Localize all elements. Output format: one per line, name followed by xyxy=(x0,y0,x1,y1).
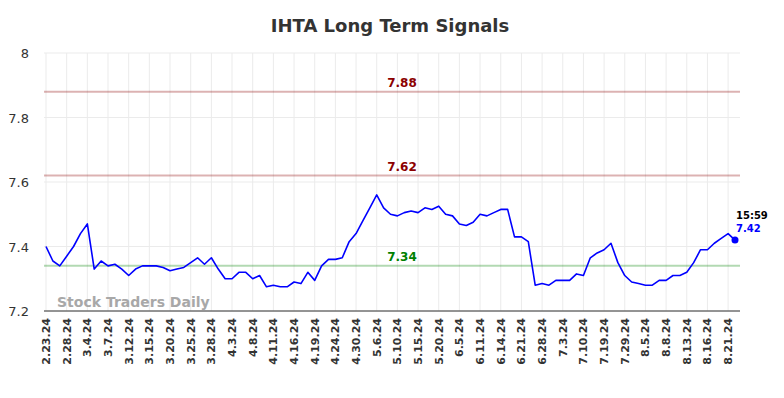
last-value-label: 7.42 xyxy=(736,223,761,234)
x-tick-label: 8.16.24 xyxy=(701,318,714,365)
plot-area xyxy=(44,92,740,287)
reference-label: 7.88 xyxy=(387,76,417,90)
x-tick-label: 8.13.24 xyxy=(681,318,694,365)
time-label: 15:59 xyxy=(736,210,768,221)
x-tick-label: 8.5.24 xyxy=(639,318,652,357)
watermark: Stock Traders Daily xyxy=(57,294,210,310)
x-tick-label: 7.19.24 xyxy=(598,318,611,365)
x-tick-label: 3.25.24 xyxy=(185,318,198,365)
x-tick-label: 7.10.24 xyxy=(577,318,590,365)
x-tick-label: 4.24.24 xyxy=(329,318,342,365)
x-tick-label: 6.21.24 xyxy=(515,318,528,365)
x-tick-label: 4.11.24 xyxy=(267,318,280,365)
x-tick-label: 6.28.24 xyxy=(536,318,549,365)
x-tick-label: 4.8.24 xyxy=(247,318,260,357)
x-tick-label: 2.23.24 xyxy=(40,318,53,365)
x-tick-label: 6.11.24 xyxy=(474,318,487,365)
x-tick-label: 5.15.24 xyxy=(412,318,425,365)
grid-line xyxy=(44,117,740,118)
grid-line xyxy=(44,53,740,54)
x-tick-label: 5.20.24 xyxy=(433,318,446,365)
reference-label: 7.62 xyxy=(387,160,417,174)
x-axis xyxy=(44,311,740,312)
x-tick-label: 6.14.24 xyxy=(495,318,508,365)
x-tick-label: 7.29.24 xyxy=(619,318,632,365)
grid-line xyxy=(44,311,740,312)
y-tick-label: 7.4 xyxy=(8,240,29,255)
title: IHTA Long Term Signals xyxy=(271,15,510,36)
x-tick-label: 3.12.24 xyxy=(123,318,136,365)
x-tick-label: 3.7.24 xyxy=(102,318,115,357)
x-tick-label: 8.8.24 xyxy=(660,318,673,357)
y-tick-label: 7.8 xyxy=(8,111,29,126)
x-tick-label: 3.4.24 xyxy=(81,318,94,357)
x-tick-label: 2.28.24 xyxy=(61,318,74,365)
reference-line xyxy=(44,175,740,177)
x-tick-label: 3.20.24 xyxy=(164,318,177,365)
y-tick-label: 7.2 xyxy=(8,304,29,319)
x-tick-label: 6.5.24 xyxy=(453,318,466,357)
x-tick-label: 5.6.24 xyxy=(371,318,384,357)
x-tick-label: 7.3.24 xyxy=(557,318,570,357)
x-tick-label: 4.19.24 xyxy=(309,318,322,365)
price-line xyxy=(46,195,735,287)
reference-line xyxy=(44,91,740,93)
x-tick-label: 3.28.24 xyxy=(205,318,218,365)
x-tick-label: 5.10.24 xyxy=(391,318,404,365)
x-tick-label: 4.16.24 xyxy=(288,318,301,365)
reference-label: 7.34 xyxy=(387,250,417,264)
chart: IHTA Long Term Signals7.27.47.67.882.23.… xyxy=(0,0,784,398)
x-tick-label: 4.3.24 xyxy=(226,318,239,357)
y-tick-label: 7.6 xyxy=(8,175,29,190)
grid xyxy=(44,53,740,311)
x-tick-label: 8.21.24 xyxy=(722,318,735,365)
grid-line xyxy=(44,246,740,247)
x-tick-label: 3.15.24 xyxy=(143,318,156,365)
last-point xyxy=(732,237,739,244)
x-tick-label: 4.30.24 xyxy=(350,318,363,365)
y-tick-label: 8 xyxy=(21,46,29,61)
grid-line xyxy=(44,182,740,183)
